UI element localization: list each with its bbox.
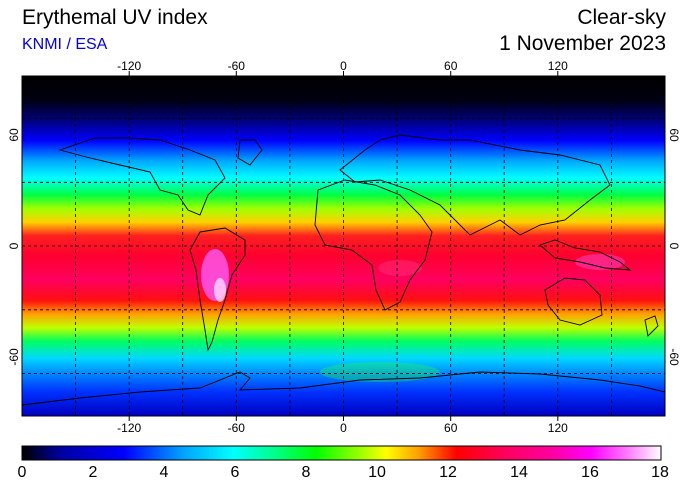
map-date: 1 November 2023 (499, 32, 666, 55)
lon-label-top: 120 (548, 59, 568, 73)
lon-label-top: -120 (117, 59, 141, 73)
lon-label-bottom: 120 (548, 421, 568, 435)
lat-label-right: 60 (667, 128, 681, 142)
sky-condition: Clear-sky (577, 6, 666, 29)
lon-label-top: 0 (340, 59, 347, 73)
data-source: KNMI / ESA (22, 36, 108, 53)
colorbar-tick-label: 4 (159, 464, 169, 481)
colorbar-tick-label: 12 (439, 464, 457, 481)
lat-label-left: -60 (7, 348, 21, 366)
gridlines (22, 76, 665, 416)
colorbar-tick-label: 2 (88, 464, 98, 481)
lon-label-top: -60 (228, 59, 246, 73)
colorbar-tick-label: 14 (510, 464, 528, 481)
colorbar-tick-label: 18 (651, 464, 669, 481)
lon-label-bottom: -60 (228, 421, 246, 435)
lon-label-bottom: 0 (340, 421, 347, 435)
map-title: Erythemal UV index (22, 6, 208, 29)
colorbar-tick-label: 6 (230, 464, 240, 481)
lon-label-bottom: -120 (117, 421, 141, 435)
lat-label-right: 0 (667, 243, 681, 250)
coastlines (22, 134, 665, 406)
lon-label-top: 60 (444, 59, 458, 73)
lat-label-left: 0 (7, 242, 21, 249)
colorbar (21, 445, 662, 461)
colorbar-tick-label: 10 (368, 464, 386, 481)
lat-label-left: 60 (7, 128, 21, 142)
colorbar-tick-label: 8 (301, 464, 311, 481)
colorbar-tick-label: 16 (581, 464, 599, 481)
colorbar-tick-label: 0 (17, 464, 27, 481)
lat-label-right: -60 (667, 348, 681, 366)
lon-label-bottom: 60 (444, 421, 458, 435)
